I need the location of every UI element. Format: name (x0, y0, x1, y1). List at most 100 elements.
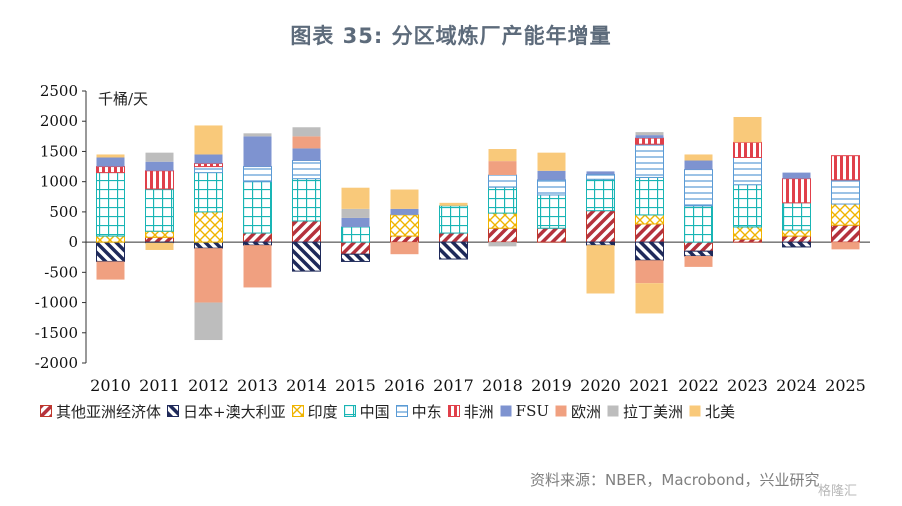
x-tick-label: 2013 (237, 376, 278, 395)
bar-segment (733, 141, 762, 158)
bar-segment (292, 127, 321, 137)
y-tick-label: 1500 (40, 142, 78, 160)
bar-segment (243, 133, 272, 137)
bar-segment (341, 226, 370, 243)
bar-segment (390, 235, 419, 243)
x-tick-label: 2016 (384, 376, 425, 395)
bar-segment (439, 202, 468, 206)
legend-swatch (447, 405, 460, 417)
bar-segment (537, 194, 566, 229)
bar-segment (684, 241, 713, 252)
bar-segment (537, 170, 566, 180)
bar-segment (243, 245, 272, 288)
bar-segment (439, 241, 468, 260)
bar-segment (586, 241, 615, 246)
bar-segment (831, 242, 860, 250)
bar-segment (635, 241, 664, 261)
bar-segment (635, 214, 664, 225)
bar-segment (684, 160, 713, 170)
bar-segment (292, 178, 321, 222)
bar-segment (96, 157, 125, 167)
bar-segment (145, 230, 174, 238)
bar-segment (341, 241, 370, 255)
bar-segment (684, 169, 713, 207)
legend-item: 欧洲 (555, 401, 601, 422)
bar-segment (194, 248, 223, 303)
legend-item: 北美 (689, 401, 735, 422)
bar-segment (145, 152, 174, 162)
bar-segment (733, 184, 762, 228)
legend-swatch (607, 405, 619, 417)
bar-segment (488, 174, 517, 188)
bar-segment (96, 235, 125, 243)
y-tick-label: 2500 (40, 82, 78, 100)
bar-segment (145, 170, 174, 190)
bar-segment (782, 229, 811, 237)
x-tick-label: 2011 (139, 376, 180, 395)
y-tick-label: 2000 (40, 112, 78, 130)
bar-segment (586, 171, 615, 175)
legend-item: 非洲 (447, 401, 494, 422)
bar-segment (586, 210, 615, 243)
chart-svg: -2000 -1500 -1000 -500 0 500 1000 1500 2000 2500 2… (35, 82, 870, 395)
bar-segment (390, 242, 419, 255)
bar-segment (684, 205, 713, 243)
bar-segment (537, 227, 566, 243)
x-tick-label: 2025 (825, 376, 866, 395)
bar-segment (194, 172, 223, 213)
bar-segment (586, 173, 615, 180)
legend-item: 中东 (395, 401, 442, 422)
legend-label: 中国 (359, 402, 390, 421)
bar-segment (733, 226, 762, 240)
legend-label: 拉丁美洲 (623, 402, 684, 421)
legend-swatch (40, 405, 52, 417)
bar-segment (243, 241, 272, 246)
bar-segment (96, 172, 125, 237)
x-tick-label: 2015 (335, 376, 376, 395)
bar-segment (635, 137, 664, 145)
legend-swatch (689, 405, 701, 417)
legend-label: 非洲 (463, 402, 494, 421)
bar-segment (390, 208, 419, 215)
bar-segment (243, 166, 272, 183)
bar-segment (96, 261, 125, 280)
bar-segment (194, 211, 223, 243)
x-tick-label: 2018 (482, 376, 523, 395)
y-tick-label: 0 (68, 233, 78, 251)
legend-swatch (395, 405, 408, 417)
x-tick-label: 2012 (188, 376, 229, 395)
bar-segment (341, 187, 370, 209)
bar-segment (831, 224, 860, 243)
y-tick-label: -1000 (35, 294, 78, 312)
bar-segment (145, 188, 174, 232)
bar-segment (733, 116, 762, 143)
bar-segment (292, 148, 321, 161)
bar-segment (145, 236, 174, 243)
bar-segment (782, 235, 811, 243)
bar-segment (586, 245, 615, 294)
bar-segment (96, 241, 125, 262)
bar-segment (537, 179, 566, 196)
bar-segment (194, 163, 223, 168)
bar-segment (733, 156, 762, 186)
bar-segment (488, 242, 517, 247)
legend-item: FSU (500, 402, 549, 420)
legend-item: 印度 (291, 401, 338, 422)
bar-segment (292, 220, 321, 243)
bar-segment (390, 189, 419, 209)
bar-segment (488, 186, 517, 214)
x-tick-label: 2010 (90, 376, 131, 395)
bar-segment (292, 136, 321, 149)
bar-segment (488, 149, 517, 162)
bar-segment (831, 203, 860, 226)
x-tick-label: 2020 (580, 376, 621, 395)
bar-segment (782, 241, 811, 248)
bar-segment (635, 223, 664, 243)
y-tick-label: -2000 (35, 354, 78, 372)
source-note: 资料来源：NBER，Macrobond，兴业研究 (530, 471, 820, 489)
bar-segment (341, 253, 370, 262)
bar-segment (341, 217, 370, 227)
bar-segment (390, 214, 419, 237)
bar-segment (831, 179, 860, 205)
x-tick-label: 2014 (286, 376, 327, 395)
